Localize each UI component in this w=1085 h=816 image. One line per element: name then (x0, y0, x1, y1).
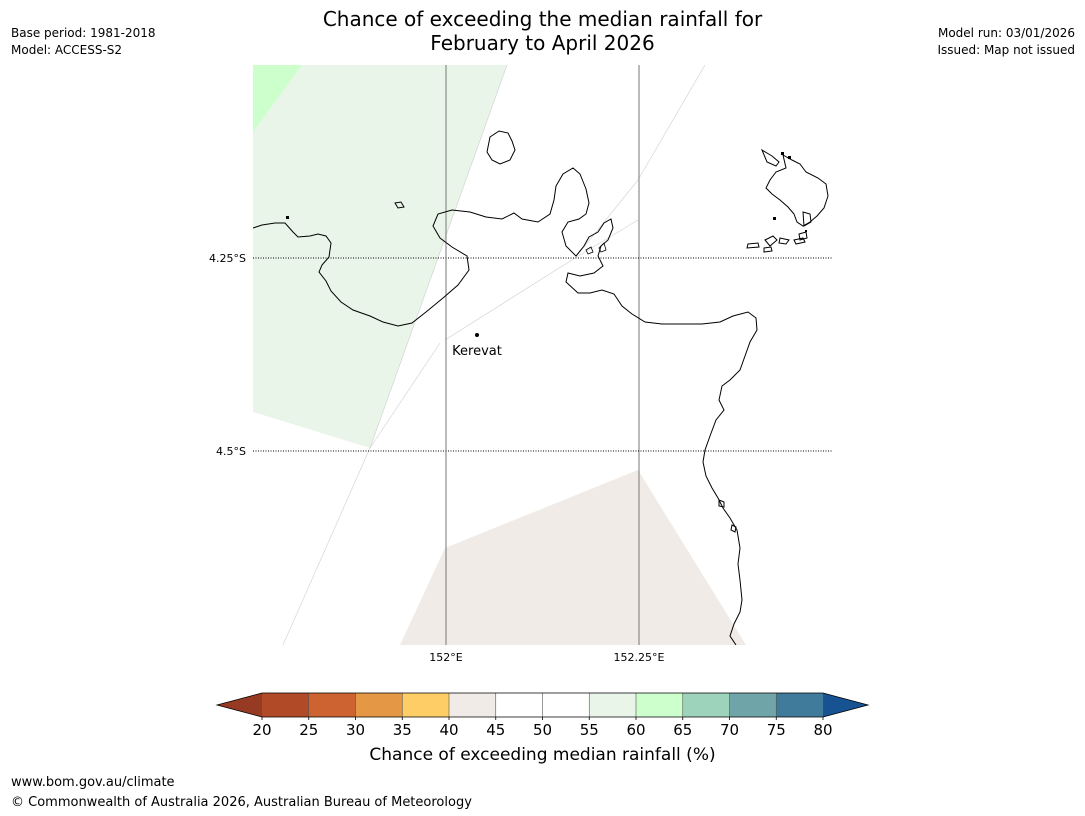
lon-label-152-25e: 152.25°E (614, 651, 665, 664)
map-canvas: Kerevat 4.25°S 4.5°S 152°E 152.25°E (209, 65, 832, 664)
map-title: Chance of exceeding the median rainfall … (0, 7, 1085, 55)
duke-of-york-islands (746, 148, 829, 253)
colorbar-tick-label: 45 (486, 721, 505, 739)
coastline-main (253, 167, 758, 645)
colorbar-tick-label: 70 (720, 721, 739, 739)
colorbar-tick-label: 40 (439, 721, 458, 739)
footer-url: www.bom.gov.au/climate (11, 775, 175, 790)
colorbar-tick-label: 25 (299, 721, 318, 739)
colorbar-tick-label: 65 (673, 721, 692, 739)
meta-right: Model run: 03/01/2026 Issued: Map not is… (937, 25, 1075, 59)
coastline-bay-inner (585, 242, 607, 255)
colorbar-tick-label: 50 (533, 721, 552, 739)
band-40-45 (400, 470, 746, 645)
faint-grid (282, 65, 706, 645)
coast-islets (718, 499, 737, 533)
colorbar-tick-label: 20 (252, 721, 271, 739)
colorbar-tick-label: 60 (626, 721, 645, 739)
title-line-2: February to April 2026 (430, 31, 655, 55)
issued-text: Issued: Map not issued (937, 43, 1075, 57)
band-60-65 (253, 65, 302, 132)
meta-left: Base period: 1981-2018 Model: ACCESS-S2 (11, 25, 156, 59)
lat-label-4-5s: 4.5°S (216, 445, 246, 458)
map-area (253, 65, 832, 645)
island-north (486, 130, 516, 165)
kerevat-marker (475, 333, 479, 337)
base-period-text: Base period: 1981-2018 (11, 26, 156, 40)
colorbar-tick-label: 75 (767, 721, 786, 739)
colorbar-tick-label: 35 (393, 721, 412, 739)
colorbar-tick-label: 55 (580, 721, 599, 739)
island-small-west (394, 201, 405, 209)
colorbar-title: Chance of exceeding median rainfall (%) (369, 745, 716, 765)
lon-label-152e: 152°E (429, 651, 462, 664)
island-dot-west (286, 216, 289, 219)
title-line-1: Chance of exceeding the median rainfall … (322, 7, 763, 31)
model-text: Model: ACCESS-S2 (11, 43, 123, 57)
model-run-text: Model run: 03/01/2026 (937, 26, 1075, 40)
colorbar-tick-label: 30 (346, 721, 365, 739)
footer-copyright: © Commonwealth of Australia 2026, Austra… (11, 795, 472, 810)
lat-label-4-25s: 4.25°S (209, 252, 246, 265)
colorbar-tick-label: 80 (813, 721, 832, 739)
kerevat-label: Kerevat (452, 344, 502, 359)
band-55-60 (253, 65, 507, 448)
